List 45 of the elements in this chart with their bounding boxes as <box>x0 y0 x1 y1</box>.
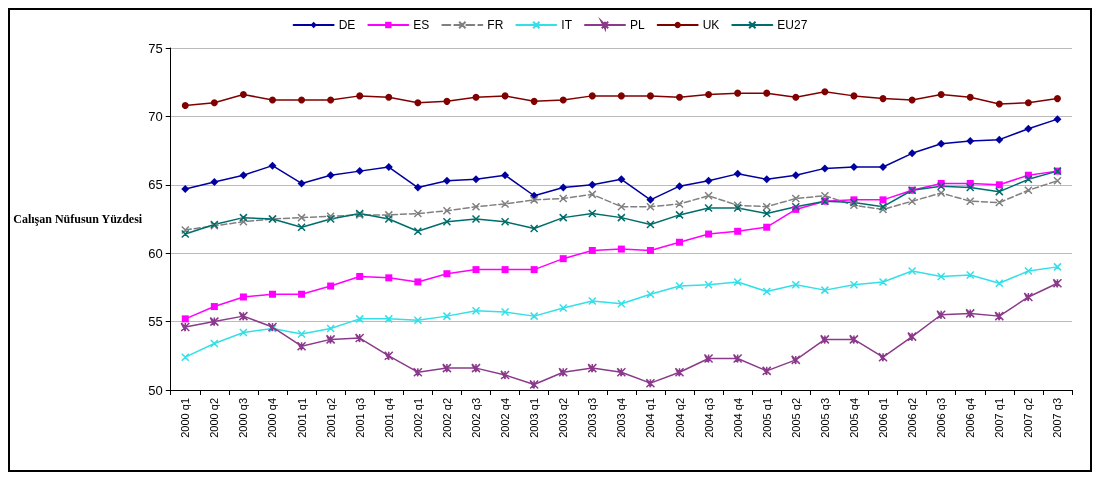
x-tick-label: 2001 q4 <box>382 398 395 438</box>
x-tick-label: 2001 q3 <box>353 398 366 438</box>
y-tick-label: 55 <box>148 314 163 330</box>
x-tick-label: 2006 q3 <box>935 398 948 438</box>
legend-label: UK <box>702 18 720 32</box>
x-tick-label: 2005 q2 <box>789 398 802 438</box>
x-tick-label: 2003 q4 <box>615 398 628 438</box>
x-tick-label: 2000 q4 <box>266 398 279 438</box>
x-tick-label: 2003 q3 <box>586 398 599 438</box>
x-tick-label: 2001 q2 <box>324 398 337 438</box>
x-tick-label: 2005 q4 <box>847 398 860 438</box>
legend-label: IT <box>561 18 573 32</box>
x-tick-label: 2001 q1 <box>295 398 308 438</box>
x-tick-label: 2004 q4 <box>731 398 744 438</box>
x-tick-label: 2005 q3 <box>818 398 831 438</box>
x-tick-label: 2002 q3 <box>470 398 482 438</box>
x-tick-label: 2003 q1 <box>528 398 541 438</box>
x-tick-label: 2004 q3 <box>702 398 715 438</box>
x-tick-label: 2004 q2 <box>673 398 686 438</box>
y-tick-label: 60 <box>148 245 163 261</box>
y-tick-label: 70 <box>148 108 163 124</box>
x-tick-label: 2000 q2 <box>208 398 221 438</box>
legend-label: EU27 <box>777 18 808 32</box>
y-axis-title: Calışan Nüfusun Yüzdesi <box>13 212 143 226</box>
x-tick-label: 2004 q1 <box>644 398 657 438</box>
x-tick-label: 2002 q1 <box>411 398 424 438</box>
y-tick-label: 75 <box>148 40 163 56</box>
x-tick-label: 2007 q1 <box>993 398 1006 438</box>
x-tick-label: 2007 q2 <box>1022 398 1035 438</box>
x-tick-label: 2005 q1 <box>760 398 773 438</box>
x-tick-label: 2006 q2 <box>906 398 919 438</box>
y-tick-label: 50 <box>148 382 163 398</box>
x-tick-label: 2000 q1 <box>179 398 192 438</box>
legend-label: FR <box>487 18 504 32</box>
x-tick-label: 2002 q2 <box>440 398 453 438</box>
x-tick-label: 2003 q2 <box>557 398 570 438</box>
x-tick-label: 2006 q4 <box>964 398 977 438</box>
x-tick-label: 2002 q4 <box>499 398 512 438</box>
x-tick-label: 2000 q3 <box>237 398 250 438</box>
legend-label: DE <box>338 18 356 32</box>
legend-label: ES <box>413 18 430 32</box>
x-tick-label: 2007 q3 <box>1051 398 1064 438</box>
legend-label: PL <box>629 18 645 32</box>
x-tick-label: 2006 q1 <box>877 398 890 438</box>
y-tick-label: 65 <box>148 177 163 193</box>
